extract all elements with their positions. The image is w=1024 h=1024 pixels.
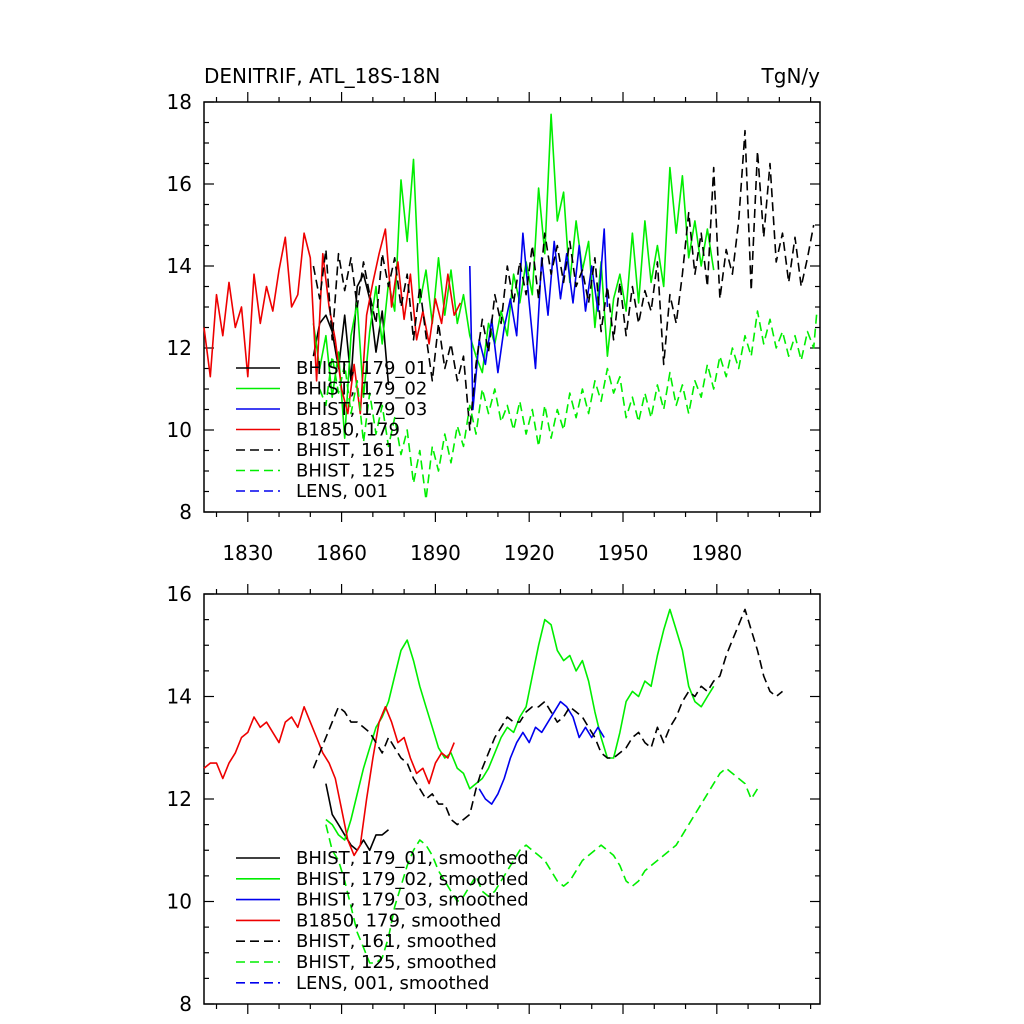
top-ytick-label: 14: [167, 254, 192, 278]
top-legend-label: BHIST, 179_01: [296, 358, 427, 379]
bottom-legend-label: BHIST, 179_03, smoothed: [296, 890, 529, 911]
top-ytick-label: 12: [167, 336, 192, 360]
bottom-series-5: [312, 608, 784, 826]
chart-title: DENITRIF, ATL_18S-18N: [204, 64, 440, 88]
top-legend-label: LENS, 001: [296, 481, 388, 502]
top-xtick-label: 1980: [691, 541, 742, 565]
top-series-6: [318, 310, 818, 501]
top-xtick-label: 1890: [410, 541, 461, 565]
top-series-5: [312, 129, 815, 431]
top-series-2: [312, 113, 715, 439]
top-xtick-label: 1950: [598, 541, 649, 565]
top-legend-label: BHIST, 179_03: [296, 399, 427, 420]
top-ytick-label: 18: [167, 90, 192, 114]
bottom-series-2: [325, 608, 715, 841]
top-series-1: [312, 273, 390, 385]
bottom-series-3: [478, 700, 605, 805]
bottom-legend-label: LENS, 001, smoothed: [296, 973, 489, 994]
top-ytick-label: 10: [167, 418, 192, 442]
bottom-ytick-label: 8: [179, 992, 192, 1016]
bottom-ytick-label: 10: [167, 890, 192, 914]
top-series-4: [203, 228, 462, 415]
top-xtick-label: 1920: [504, 541, 555, 565]
bottom-legend-label: BHIST, 179_02, smoothed: [296, 869, 529, 890]
top-legend-label: BHIST, 179_02: [296, 379, 427, 400]
top-series-group: [203, 113, 818, 501]
bottom-ytick-label: 14: [167, 685, 192, 709]
bottom-series-group: [203, 608, 784, 964]
bottom-legend-label: BHIST, 179_01, smoothed: [296, 848, 529, 869]
top-xtick-label: 1830: [222, 541, 273, 565]
top-ytick-label: 16: [167, 172, 192, 196]
bottom-ytick-label: 16: [167, 582, 192, 606]
bottom-ytick-label: 12: [167, 787, 192, 811]
bottom-axis-ticks: 8 10 12 14 16: [167, 582, 820, 1016]
top-series-3: [469, 228, 609, 411]
top-legend-label: BHIST, 125: [296, 461, 395, 482]
top-ytick-label: 8: [179, 500, 192, 524]
bottom-series-4: [203, 706, 455, 857]
units-label: TgN/y: [761, 64, 821, 88]
top-xtick-label: 1860: [316, 541, 367, 565]
top-panel: 8 10 12 14 16 18 1830 1860 1890 1920 1950 1980 BHIS…: [167, 90, 821, 565]
bottom-legend-label: BHIST, 161, smoothed: [296, 931, 497, 952]
bottom-series-6: [325, 767, 759, 964]
top-legend-label: B1850, 179: [296, 420, 400, 441]
top-legend-label: BHIST, 161: [296, 440, 395, 461]
bottom-legend-label: B1850, 179, smoothed: [296, 910, 501, 931]
top-axis-ticks: 8 10 12 14 16 18 1830 1860 1890 1920 1950 1980: [167, 90, 820, 565]
bottom-legend-label: BHIST, 125, smoothed: [296, 952, 497, 973]
